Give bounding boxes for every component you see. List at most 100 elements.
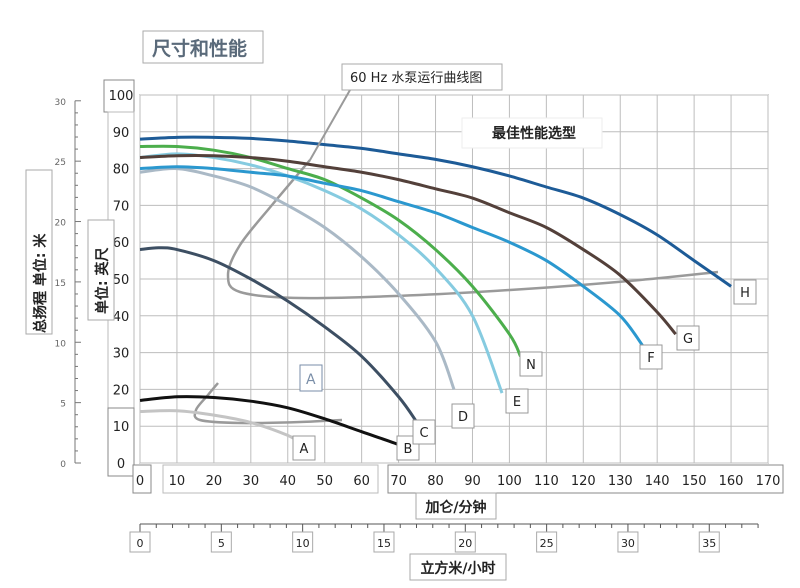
y-tick-ft-label: 60 bbox=[113, 236, 130, 251]
series-line-d bbox=[139, 167, 456, 390]
series-label-box-n bbox=[519, 351, 543, 377]
y-axis-m: 0 5 10 15 20 25 30 bbox=[55, 98, 81, 470]
x-tick-m3h-label: 15 bbox=[377, 537, 391, 550]
title-box bbox=[142, 30, 264, 64]
x-axis-gpm: 0 10 20 30 40 50 60 70 80 90 100 110 120 130 140 150 160… bbox=[132, 464, 784, 494]
x-tick-m3h-box bbox=[454, 531, 476, 553]
x-tick-m3h-box bbox=[129, 531, 151, 553]
x-tick-gpm-label: 30 bbox=[243, 474, 260, 489]
label-a-floating: A bbox=[306, 372, 316, 388]
y-tick-m-label: 30 bbox=[55, 98, 67, 108]
x-tick-m3h-box bbox=[698, 531, 720, 553]
y-tick-m-label: 10 bbox=[55, 339, 67, 349]
y-label-imperial-box bbox=[87, 219, 115, 321]
x-tick-gpm-label: 160 bbox=[719, 474, 744, 489]
x-tick-gpm-label: 10 bbox=[169, 474, 186, 489]
series-group bbox=[139, 135, 732, 452]
series-label-box-g bbox=[676, 325, 700, 351]
y-tick-ft-box-top bbox=[103, 79, 135, 113]
x-tick-m3h-label: 10 bbox=[296, 537, 310, 550]
series-label-box-h bbox=[733, 279, 757, 305]
y-tick-ft-label: 80 bbox=[113, 163, 130, 178]
annotation-best-box bbox=[461, 117, 603, 149]
y-label-metric: 总扬程 单位: 米 bbox=[32, 233, 49, 333]
y-label-metric-box bbox=[25, 169, 53, 335]
x-label-m3h-box bbox=[409, 553, 507, 581]
label-a-floating-box bbox=[299, 364, 323, 392]
x-tick-m3h-label: 35 bbox=[702, 537, 716, 550]
x-tick-m3h-box bbox=[292, 531, 314, 553]
x-label-gpm: 加仑/分钟 bbox=[424, 499, 486, 516]
x-tick-m3h-box bbox=[210, 531, 232, 553]
y-tick-ft-label: 0 bbox=[117, 457, 125, 472]
series-labels: A BC D E N F G H bbox=[292, 279, 757, 461]
x-tick-m3h-label: 5 bbox=[218, 537, 225, 550]
annotation-60hz-box bbox=[341, 63, 503, 91]
series-label-a: A bbox=[300, 442, 309, 457]
series-line-g bbox=[139, 153, 677, 336]
x-tick-gpm-label: 50 bbox=[316, 474, 333, 489]
x-tick-m3h-label: 20 bbox=[458, 537, 472, 550]
x-tick-m3h-label: 0 bbox=[137, 537, 144, 550]
annotation-60hz-leader bbox=[309, 89, 351, 161]
x-tick-gpm-label: 90 bbox=[464, 474, 481, 489]
x-tick-gpm-box-0 bbox=[132, 464, 152, 494]
x-tick-m3h-label: 25 bbox=[540, 537, 554, 550]
series-label-g: G bbox=[683, 332, 693, 347]
page-title: 尺寸和性能 bbox=[152, 37, 247, 60]
y-tick-m-label: 25 bbox=[55, 158, 66, 168]
x-tick-gpm-label: 170 bbox=[756, 474, 781, 489]
best-efficiency-curve-a bbox=[193, 382, 343, 425]
y-tick-ft-label: 40 bbox=[113, 310, 130, 325]
x-tick-gpm-label: 40 bbox=[279, 474, 296, 489]
x-tick-gpm-box-mid bbox=[162, 464, 379, 494]
y-tick-m-label: 5 bbox=[60, 400, 66, 410]
x-tick-m3h-box bbox=[617, 531, 639, 553]
y-tick-m-label: 20 bbox=[55, 219, 67, 229]
series-line-a bbox=[139, 409, 300, 445]
series-line-f bbox=[139, 165, 644, 347]
x-tick-m3h-box bbox=[373, 531, 395, 553]
x-tick-gpm-label: 60 bbox=[353, 474, 370, 489]
series-label-n: N bbox=[526, 358, 536, 373]
x-tick-m3h-box bbox=[536, 531, 558, 553]
x-tick-gpm-label: 20 bbox=[206, 474, 223, 489]
annotation-60hz: 60 Hz 水泵运行曲线图 bbox=[350, 71, 482, 86]
y-tick-ft-label: 30 bbox=[113, 347, 130, 362]
y-tick-m-label: 15 bbox=[55, 279, 66, 289]
series-line-h bbox=[139, 135, 732, 288]
series-label-box-f bbox=[639, 344, 663, 370]
y-axis-ft: 0 10 20 30 40 50 60 70 80 90 100 bbox=[103, 79, 135, 477]
y-tick-ft-label: 50 bbox=[113, 273, 130, 288]
y-tick-ft-label: 10 bbox=[113, 420, 130, 435]
x-tick-gpm-label: 70 bbox=[390, 474, 407, 489]
series-label-b: B bbox=[404, 442, 413, 457]
series-label-e: E bbox=[513, 395, 521, 410]
series-label-box-e bbox=[505, 388, 529, 414]
series-label-d: D bbox=[458, 410, 468, 425]
x-label-gpm-box bbox=[415, 492, 497, 520]
best-efficiency-curve bbox=[226, 159, 719, 300]
x-tick-m3h-label: 30 bbox=[621, 537, 635, 550]
y-tick-m-label: 0 bbox=[60, 460, 66, 470]
y-tick-ft-label: 70 bbox=[113, 199, 130, 214]
y-tick-ft-label: 20 bbox=[113, 383, 130, 398]
series-line-b bbox=[139, 395, 411, 452]
x-tick-gpm-label: 130 bbox=[608, 474, 633, 489]
x-label-m3h: 立方米/小时 bbox=[420, 560, 495, 577]
annotation-best: 最佳性能选型 bbox=[492, 125, 576, 142]
y-tick-ft-label: 90 bbox=[113, 126, 130, 141]
series-label-h: H bbox=[740, 286, 750, 301]
x-tick-gpm-label: 0 bbox=[136, 474, 144, 489]
x-tick-gpm-label: 80 bbox=[427, 474, 444, 489]
y-tick-ft-box-bottom bbox=[107, 407, 135, 477]
series-label-c: C bbox=[419, 426, 428, 441]
x-tick-gpm-box-right bbox=[387, 464, 784, 494]
x-tick-gpm-label: 150 bbox=[682, 474, 707, 489]
series-label-box-a bbox=[292, 435, 316, 461]
series-label-box-d bbox=[451, 403, 475, 429]
y-tick-ft-label: 100 bbox=[109, 89, 134, 104]
x-tick-gpm-label: 110 bbox=[534, 474, 559, 489]
x-tick-gpm-label: 120 bbox=[571, 474, 596, 489]
